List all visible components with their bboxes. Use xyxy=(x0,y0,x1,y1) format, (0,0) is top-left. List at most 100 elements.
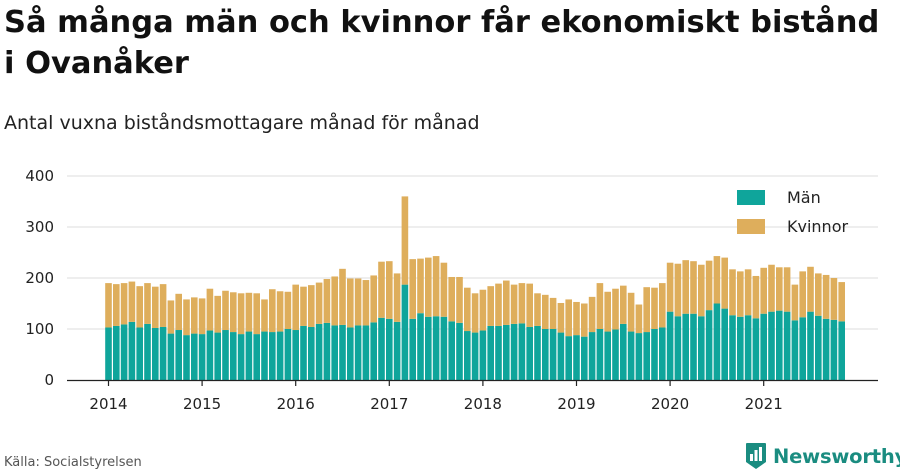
bar-women xyxy=(776,267,783,311)
bar-women xyxy=(807,266,814,312)
bar-women xyxy=(698,264,705,317)
bar-men xyxy=(612,329,619,380)
bar-men xyxy=(651,329,658,380)
bar-women xyxy=(308,285,315,327)
bar-women xyxy=(791,284,799,321)
bar-women xyxy=(542,294,549,329)
newsworthy-logo-icon xyxy=(746,443,766,469)
bar-women xyxy=(510,284,518,324)
bar-men xyxy=(362,325,370,380)
bar-men xyxy=(331,325,338,380)
bar-men xyxy=(791,320,799,380)
bar-women xyxy=(191,297,198,334)
bar-women xyxy=(113,284,120,326)
bar-women xyxy=(682,260,689,314)
bar-women xyxy=(331,276,338,326)
bar-men xyxy=(284,329,292,380)
bar-men xyxy=(830,319,838,380)
bar-women xyxy=(612,288,619,330)
bar-men xyxy=(674,316,682,380)
bar-men xyxy=(175,330,182,380)
bar-men xyxy=(737,316,744,380)
bar-women xyxy=(425,257,432,317)
bar-men xyxy=(635,333,643,380)
bar-men xyxy=(752,318,760,380)
bar-men xyxy=(269,332,276,380)
bar-women xyxy=(822,274,830,319)
bar-men xyxy=(276,331,284,380)
bar-men xyxy=(822,318,830,380)
bar-men xyxy=(417,313,424,380)
bar-women xyxy=(159,284,167,327)
bar-women xyxy=(729,269,736,316)
source-note: Källa: Socialstyrelsen xyxy=(4,455,142,470)
bar-women xyxy=(378,261,385,318)
bar-men xyxy=(682,313,689,380)
bar-women xyxy=(651,287,658,329)
bar-women xyxy=(838,282,845,322)
chart-title: Så många män och kvinnor får ekonomiskt … xyxy=(4,5,880,81)
bar-women xyxy=(581,303,588,337)
bar-women xyxy=(464,287,471,332)
bar-men xyxy=(799,317,806,380)
bar-women xyxy=(448,276,455,322)
bar-women xyxy=(183,299,190,336)
bar-women xyxy=(737,271,744,317)
bar-men xyxy=(768,311,775,380)
bar-men xyxy=(401,284,409,380)
bar-men xyxy=(815,315,822,380)
bar-women xyxy=(573,301,580,336)
bar-women xyxy=(253,293,260,335)
bar-women xyxy=(518,283,526,324)
bar-women xyxy=(417,258,424,314)
bar-women xyxy=(401,196,409,285)
bar-men xyxy=(783,311,791,380)
bar-men xyxy=(588,332,596,380)
bar-women xyxy=(620,285,627,324)
bar-women xyxy=(596,283,604,329)
bar-women xyxy=(705,260,713,311)
y-tick-label: 100 xyxy=(25,320,54,338)
bar-men xyxy=(690,313,697,380)
bar-men xyxy=(386,318,393,380)
bar-men xyxy=(105,327,112,380)
bar-women xyxy=(261,299,268,332)
bar-women xyxy=(471,293,479,333)
bar-women xyxy=(393,273,401,322)
x-tick-label: 2019 xyxy=(557,395,595,413)
bar-women xyxy=(292,284,299,331)
bar-men xyxy=(167,333,175,380)
x-tick-label: 2017 xyxy=(370,395,408,413)
bar-men xyxy=(206,330,214,380)
bar-men xyxy=(245,331,253,380)
bar-women xyxy=(495,283,502,326)
bar-women xyxy=(549,297,557,329)
bar-men xyxy=(620,323,627,380)
bar-women xyxy=(222,290,229,331)
bar-men xyxy=(308,326,315,380)
bar-men xyxy=(113,325,120,380)
bar-women xyxy=(690,261,697,314)
bar-men xyxy=(432,316,440,380)
bar-men xyxy=(503,324,510,380)
bar-women xyxy=(752,275,760,319)
bar-men xyxy=(721,308,728,380)
bar-men xyxy=(191,333,198,380)
bar-women xyxy=(768,264,775,312)
bar-women xyxy=(440,262,448,317)
x-tick-label: 2015 xyxy=(183,395,221,413)
bar-women xyxy=(721,257,728,309)
bar-women xyxy=(588,296,596,333)
bar-women xyxy=(815,273,822,316)
x-tick-label: 2018 xyxy=(464,395,502,413)
bar-women xyxy=(627,292,635,332)
bar-women xyxy=(269,289,276,333)
bar-men xyxy=(323,322,331,380)
bar-men xyxy=(339,324,346,380)
bar-women xyxy=(487,286,494,326)
bar-women xyxy=(152,286,159,328)
bar-men xyxy=(152,327,159,380)
bar-women xyxy=(370,275,377,323)
legend-swatch-men xyxy=(737,190,765,205)
bar-women xyxy=(276,291,284,332)
